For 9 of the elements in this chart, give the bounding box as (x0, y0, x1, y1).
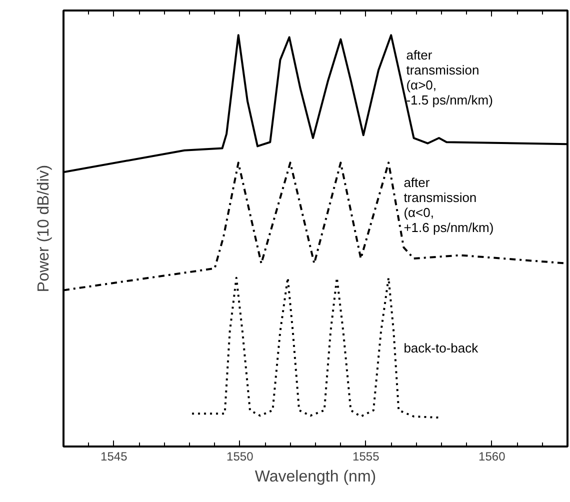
x-tick-label: 1550 (226, 450, 254, 464)
series-label: after transmission (α<0, +1.6 ps/nm/km) (404, 175, 494, 236)
x-tick-label: 1555 (352, 450, 380, 464)
x-tick-label: 1560 (478, 450, 506, 464)
series-label: back-to-back (404, 340, 479, 356)
x-tick-label: 1545 (100, 450, 128, 464)
y-axis-title: Power (10 dB/div) (36, 164, 52, 292)
x-axis-title: Wavelength (nm) (254, 468, 376, 486)
series-label: after transmission (α>0, -1.5 ps/nm/km) (406, 48, 493, 108)
